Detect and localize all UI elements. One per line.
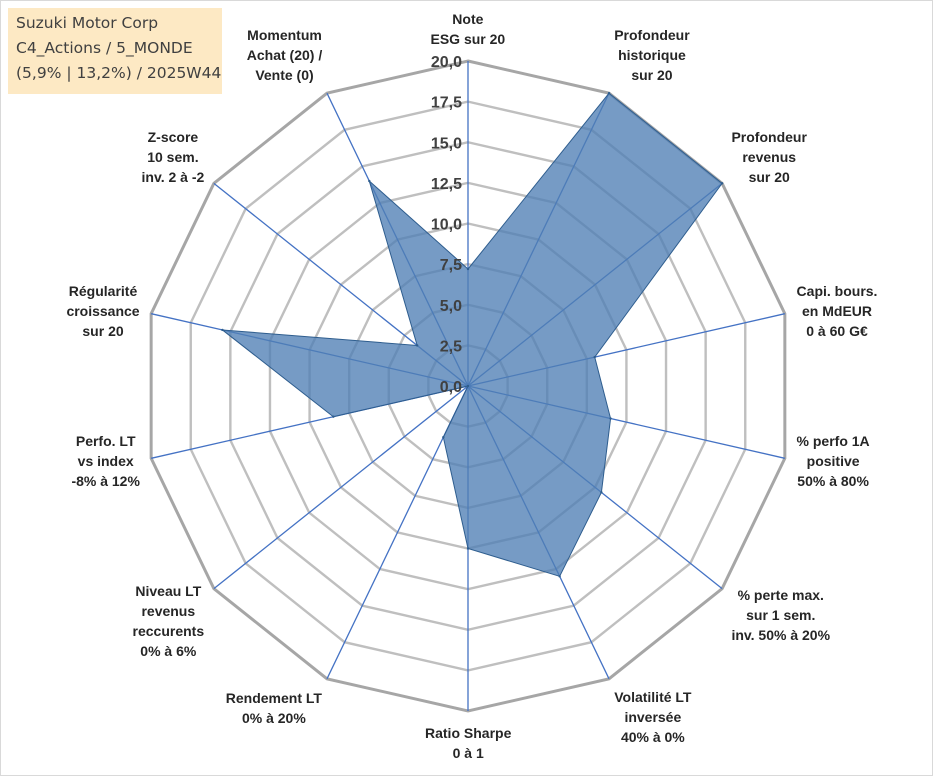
axis-label-line: 0 à 60 G€ (806, 323, 868, 339)
axis-label-5: % perte max. sur 1 sem. inv. 50% à 20% (731, 585, 830, 645)
tick-label-4: 10,0 (431, 217, 462, 234)
axis-label-line: % perte max. (737, 586, 824, 603)
axis-label-line: inversée (624, 708, 682, 725)
data-point-11 (221, 328, 224, 332)
data-point-8 (442, 436, 445, 439)
axis-label-12: Z-score 10 sem. inv. 2 à -2 (142, 127, 205, 187)
axis-label-line: 50% à 80% (797, 472, 869, 489)
axis-label-line: Ratio Sharpe (425, 725, 512, 741)
axis-label-10: Perfo. LT vs index -8% à 12% (71, 431, 139, 491)
axis-label-line: Régularité (68, 283, 138, 299)
data-point-5 (600, 491, 603, 494)
area-layer (220, 91, 724, 578)
tick-label-7: 17,5 (431, 95, 462, 112)
data-point-10 (332, 415, 335, 418)
axis-label-line: en MdEUR (802, 303, 872, 319)
axis-label-line: croissance (66, 303, 140, 319)
data-point-4 (609, 417, 612, 420)
axis-label-line: Volatilité LT (614, 688, 692, 705)
axis-label-line: Niveau LT (135, 583, 202, 600)
axis-label-13: Momentum Achat (20) / Vente (0) (247, 25, 322, 85)
axis-label-line: 10 sem. (147, 149, 199, 166)
data-point-0 (466, 267, 470, 271)
tick-label-0: 0,0 (440, 379, 462, 396)
tick-label-1: 2,5 (440, 338, 462, 355)
title-category: C4_Actions / 5_MONDE (16, 39, 193, 57)
axis-label-line: % perfo 1A (796, 432, 870, 449)
chart-title-box: Suzuki Motor Corp C4_Actions / 5_MONDE (… (8, 8, 222, 94)
axis-label-line: Note (452, 11, 484, 27)
axis-label-line: revenus (141, 603, 196, 620)
tick-label-2: 5,0 (440, 298, 462, 315)
axis-label-4: % perfo 1A positive 50% à 80% (797, 431, 870, 491)
title-company: Suzuki Motor Corp (16, 14, 159, 32)
axis-label-line: ESG sur 20 (430, 31, 506, 47)
tick-label-6: 15,0 (431, 135, 462, 152)
data-area-series (220, 92, 723, 577)
axis-label-line: vs index (77, 452, 134, 469)
axis-label-line: positive (806, 452, 860, 469)
tick-label-5: 12,5 (431, 176, 462, 193)
spoke-9 (213, 385, 469, 590)
axis-label-7: Ratio Sharpe 0 à 1 (425, 723, 511, 763)
data-point-3 (593, 355, 596, 359)
axis-label-3: Capi. bours. en MdEUR 0 à 60 G€ (797, 281, 878, 341)
data-point-6 (558, 575, 561, 578)
axis-label-8: Rendement LT 0% à 20% (226, 688, 322, 728)
data-point-9 (466, 384, 470, 388)
axis-label-line: 0% à 6% (140, 643, 197, 660)
axis-label-line: -8% à 12% (71, 472, 140, 489)
tick-label-8: 20,0 (431, 54, 462, 71)
axis-label-line: Z-score (147, 129, 199, 146)
axis-label-line: Achat (20) / (246, 47, 323, 64)
data-point-1 (607, 91, 611, 95)
axis-label-line: sur 20 (748, 169, 790, 186)
axis-label-9: Niveau LT revenus reccurents 0% à 6% (133, 581, 205, 661)
axis-label-line: Momentum (247, 27, 322, 44)
axis-label-line: inv. 2 à -2 (141, 169, 205, 186)
tick-label-3: 7,5 (440, 257, 462, 274)
axis-label-line: Profondeur (614, 27, 690, 44)
data-point-2 (720, 182, 724, 185)
data-point-13 (368, 179, 371, 183)
axis-label-line: sur 20 (631, 67, 673, 84)
axis-label-line: Capi. bours. (796, 283, 878, 299)
axis-label-line: 0% à 20% (241, 709, 306, 726)
axis-label-line: Profondeur (731, 129, 807, 146)
axis-label-line: 40% à 0% (620, 728, 685, 745)
axis-label-0: Note ESG sur 20 (431, 9, 506, 49)
title-stats: (5,9% | 13,2%) / 2025W44 (16, 64, 222, 82)
axis-label-line: Rendement LT (225, 689, 322, 706)
tick-layer: 0,0 2,5 5,0 7,5 10,0 12,5 15,0 17,5 20,0 (431, 54, 462, 396)
axis-label-line: sur 1 sem. (746, 606, 816, 623)
axis-label-2: Profondeur revenus sur 20 (731, 127, 806, 187)
axis-label-line: Vente (0) (255, 67, 314, 84)
axis-label-line: inv. 50% à 20% (731, 626, 831, 643)
axis-label-line: historique (618, 47, 686, 64)
axis-label-line: 0 à 1 (452, 745, 484, 761)
axis-label-6: Volatilité LT inversée 40% à 0% (614, 687, 691, 747)
axis-label-line: sur 20 (82, 323, 124, 339)
data-point-12 (415, 344, 419, 347)
axis-label-line: reccurents (132, 623, 205, 640)
axis-label-11: Régularité croissance sur 20 (66, 281, 139, 341)
data-point-7 (466, 547, 470, 550)
axis-label-line: Perfo. LT (75, 432, 136, 449)
axis-label-1: Profondeur historique sur 20 (614, 25, 689, 85)
axis-label-line: revenus (742, 149, 797, 166)
